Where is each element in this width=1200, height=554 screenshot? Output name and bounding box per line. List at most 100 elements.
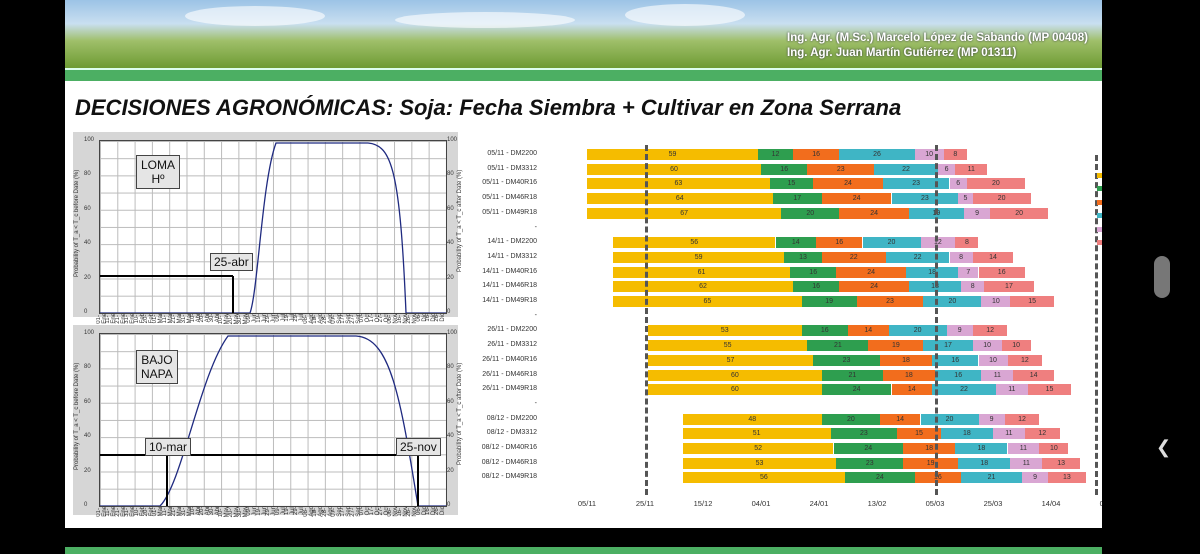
legend-swatch xyxy=(1097,186,1102,192)
stage-bar-r6-r7: 7 xyxy=(958,266,979,278)
legend-item: R7-R8 xyxy=(1097,240,1102,247)
scroll-handle[interactable] xyxy=(1154,256,1170,298)
y-axis-label-right: Probability of T_a < T_c after Date (%) xyxy=(457,362,463,465)
stage-bar-r5-r6: 18 xyxy=(958,457,1011,469)
row-label: 05/11 - DM46R18 xyxy=(482,194,537,202)
stage-bar-r1-r3: 23 xyxy=(813,354,880,366)
stage-bar-r1-r3: 16 xyxy=(761,163,808,175)
stage-bar-sie-r1: 64 xyxy=(587,193,773,205)
stage-bar-r7-r8: 12 xyxy=(972,325,1008,337)
y-tick-label-left: 40 xyxy=(84,240,91,247)
x-tick-label: 13/02 xyxy=(867,499,887,508)
frost-curve-svg xyxy=(100,142,446,313)
stage-bar-r7-r8: 12 xyxy=(1004,413,1040,425)
stage-bar-r1-r3: 13 xyxy=(784,251,822,263)
y-tick-label-right: 40 xyxy=(447,240,454,247)
stage-bar-r5-r6: 16 xyxy=(932,354,979,366)
stage-bar-r1-r3: 23 xyxy=(836,457,904,469)
stage-bar-r6-r7: 9 xyxy=(1022,472,1049,484)
stage-bar-r1-r3: 16 xyxy=(801,325,848,337)
stage-bar-sie-r1: 65 xyxy=(613,296,802,307)
y-tick-label-left: 60 xyxy=(84,398,91,405)
row-label: 05/11 - DM3312 xyxy=(487,164,537,172)
stage-bar-r7-r8: 8 xyxy=(955,237,979,249)
authors: Ing. Agr. (M.Sc.) Marcelo López de Saban… xyxy=(787,31,1088,61)
stage-bar-r5-r6: 22 xyxy=(885,251,950,263)
row-label: 08/12 - DM3312 xyxy=(486,429,537,437)
stage-bar-r6-r7: 10 xyxy=(981,296,1011,307)
stage-bar-r7-r8: 14 xyxy=(972,251,1014,263)
stage-bar-sie-r1: 59 xyxy=(613,251,785,263)
legend-item: R5-R6 xyxy=(1097,213,1102,220)
stage-bar-r6-r7: 10 xyxy=(978,354,1008,366)
stage-bar-sie-r1: 61 xyxy=(613,266,790,278)
stage-bar-r3-r5: 19 xyxy=(868,340,924,352)
stage-bar-r1-r3: 21 xyxy=(821,369,883,381)
stage-bar-r3-r5: 14 xyxy=(891,384,933,396)
stage-bar-r5-r6: 23 xyxy=(891,193,959,205)
stage-bar-r5-r6: 18 xyxy=(908,281,962,293)
stage-bar-r3-r5: 16 xyxy=(816,237,863,249)
site-label-line: NAPA xyxy=(141,367,173,381)
legend-swatch xyxy=(1097,213,1102,219)
y-axis-label-left: Probability of T_a < T_c before Date (%) xyxy=(74,169,80,277)
site-label: BAJO NAPA xyxy=(136,350,178,384)
slide: Ing. Agr. (M.Sc.) Marcelo López de Saban… xyxy=(65,0,1102,528)
stage-bar-r7-r8: 11 xyxy=(955,163,988,175)
stage-bar-r7-r8: 15 xyxy=(1010,296,1054,307)
stage-bar-r3-r5: 15 xyxy=(897,428,941,440)
stage-bar-sie-r1: 53 xyxy=(647,325,802,337)
stage-bar-r1-r3: 20 xyxy=(821,413,880,425)
site-label: LOMA Hº xyxy=(136,155,181,189)
stage-bar-r3-r5: 18 xyxy=(903,443,956,454)
legend-item: SIE-R1 xyxy=(1097,172,1102,179)
group-separator: - xyxy=(534,223,537,231)
y-tick-label-right: 100 xyxy=(447,137,458,143)
stage-bar-r5-r6: 22 xyxy=(932,384,996,396)
stage-bar-r7-r8: 20 xyxy=(972,193,1031,205)
stage-bar-sie-r1: 48 xyxy=(682,413,822,425)
stage-bar-r7-r8: 10 xyxy=(1001,340,1031,352)
stage-bar-sie-r1: 60 xyxy=(587,163,761,175)
x-tick-label: 15/12 xyxy=(693,499,713,508)
stage-bar-r1-r3: 19 xyxy=(801,296,857,307)
stage-bar-r7-r8: 17 xyxy=(984,281,1034,293)
row-label: 26/11 - DM3312 xyxy=(487,341,537,349)
y-tick-label-left: 100 xyxy=(84,137,95,143)
y-tick-label-right: 80 xyxy=(447,364,454,371)
stage-bar-sie-r1: 57 xyxy=(647,354,814,366)
stage-bar-sie-r1: 56 xyxy=(682,472,846,484)
stage-bar-r1-r3: 24 xyxy=(821,384,892,396)
stage-bar-r1-r3: 14 xyxy=(775,237,817,249)
stage-bar-r1-r3: 20 xyxy=(781,207,840,219)
stage-bar-r6-r7: 11 xyxy=(1007,443,1040,454)
y-tick-label-right: 20 xyxy=(447,274,454,281)
stage-bar-r3-r5: 23 xyxy=(807,163,875,175)
row-label: 08/12 - DM40R16 xyxy=(481,444,537,451)
site-label-line: LOMA xyxy=(141,158,176,172)
stage-bar-r1-r3: 17 xyxy=(772,193,822,205)
y-axis-label-left: Probability of T_a < T_c before Date (%) xyxy=(74,362,80,470)
bottom-stripe xyxy=(65,547,1102,554)
row-label: 14/11 - DM3312 xyxy=(487,252,537,260)
stage-bar-sie-r1: 60 xyxy=(647,384,822,396)
row-label: 05/11 - DM2200 xyxy=(487,150,537,157)
y-tick-label-right: 20 xyxy=(447,467,454,474)
site-label-line: BAJO xyxy=(141,353,173,367)
stage-bar-r5-r6: 21 xyxy=(961,472,1022,484)
chevron-left-icon[interactable]: ❮ xyxy=(1156,437,1172,457)
stage-bar-r7-r8: 12 xyxy=(1007,354,1043,366)
stage-bar-r6-r7: 8 xyxy=(949,251,973,263)
stage-bar-r5-r6: 20 xyxy=(923,296,982,307)
stage-bar-r3-r5: 23 xyxy=(856,296,924,307)
legend-item: R3-R5 xyxy=(1097,199,1102,206)
stage-bar-sie-r1: 55 xyxy=(647,340,808,352)
stage-bar-r5-r6: 18 xyxy=(955,443,1008,454)
frost-chart-bajo: BAJO NAPA 10-mar 25-nov 100 100 80 80 60 60 40 40 20… xyxy=(73,325,463,517)
stage-bar-r3-r5: 18 xyxy=(879,354,933,366)
y-tick-label-right: 0 xyxy=(447,309,451,315)
stage-bar-r7-r8: 15 xyxy=(1027,384,1072,396)
x-tick-label: 14/04 xyxy=(1041,499,1061,508)
y-tick-label-left: 80 xyxy=(84,364,91,371)
stage-bar-r6-r7: 6 xyxy=(949,178,967,190)
